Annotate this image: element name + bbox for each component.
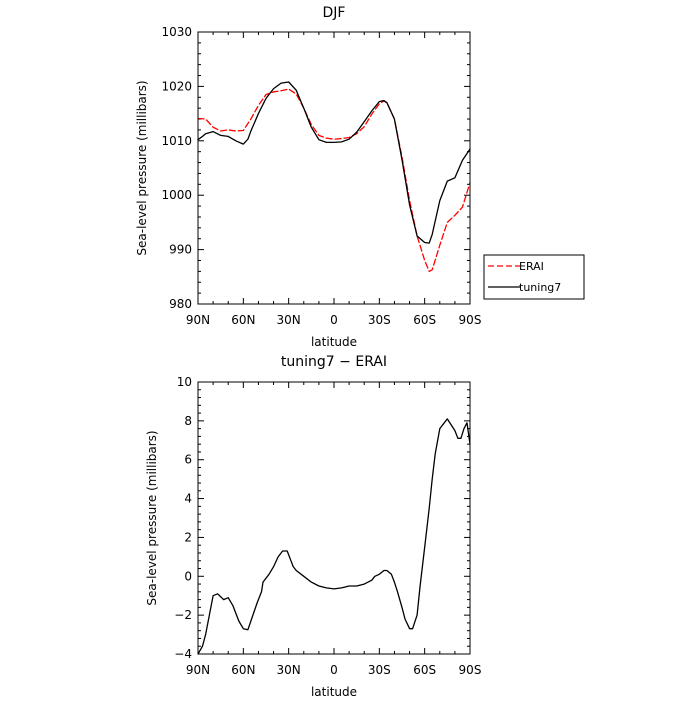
chart-title: tuning7 − ERAI [281,354,387,370]
x-tick-label: 30S [368,663,391,677]
y-tick-label: 1020 [161,79,192,93]
x-tick-labels: 90N 60N 30N 0 30S 60S 90S [186,313,482,327]
x-tick-label: 60N [231,313,255,327]
x-tick-label: 30N [277,313,301,327]
plot-frame [197,381,471,655]
y-tick-label: 1000 [161,188,192,202]
x-tick-label: 90S [459,313,482,327]
x-axis-label: latitude [311,685,357,699]
legend: ERAI tuning7 [483,254,585,300]
x-axis-label: latitude [311,335,357,349]
x-tick-labels: 90N 60N 30N 0 30S 60S 90S [186,663,482,677]
y-tick-label: −2 [174,608,192,622]
panel-bottom: tuning7 − ERAI −4 −2 0 2 4 6 8 10 90N 60N 30N 0 30S… [145,354,481,699]
chart-title: DJF [323,5,346,21]
legend-box [483,254,585,300]
plot-area [197,381,471,655]
x-tick-label: 90N [186,663,210,677]
x-tick-label: 60S [413,663,436,677]
x-tick-label: 90N [186,313,210,327]
y-tick-labels: −4 −2 0 2 4 6 8 10 [174,375,192,661]
x-tick-label: 0 [330,663,338,677]
x-tick-label: 60S [413,313,436,327]
y-axis-label: Sea-level pressure (millibars) [135,80,149,255]
y-tick-label: 0 [184,569,192,583]
series-line-tuning7 [197,81,471,244]
y-tick-label: 1010 [161,134,192,148]
y-tick-label: 6 [184,453,192,467]
y-tick-label: −4 [174,647,192,661]
y-tick-label: 4 [184,492,192,506]
plot-area [197,31,471,305]
plot-frame [197,31,471,305]
x-tick-label: 30S [368,313,391,327]
panel-top: DJF 980 990 1000 1010 1020 1030 90N 60N 30N 0 30S… [135,5,481,349]
legend-label-tuning7: tuning7 [519,281,561,294]
x-tick-label: 30N [277,663,301,677]
y-tick-labels: 980 990 1000 1010 1020 1030 [161,25,192,311]
x-tick-label: 90S [459,663,482,677]
series-line-erai [197,88,471,273]
y-tick-label: 990 [169,243,192,257]
y-tick-label: 1030 [161,25,192,39]
y-tick-label: 8 [184,414,192,428]
x-tick-label: 0 [330,313,338,327]
y-tick-label: 2 [184,530,192,544]
y-axis-label: Sea-level pressure (millibars) [145,430,159,605]
series-line-difference [197,418,471,655]
legend-label-erai: ERAI [519,260,544,273]
y-tick-label: 980 [169,297,192,311]
y-tick-label: 10 [177,375,192,389]
x-tick-label: 60N [231,663,255,677]
